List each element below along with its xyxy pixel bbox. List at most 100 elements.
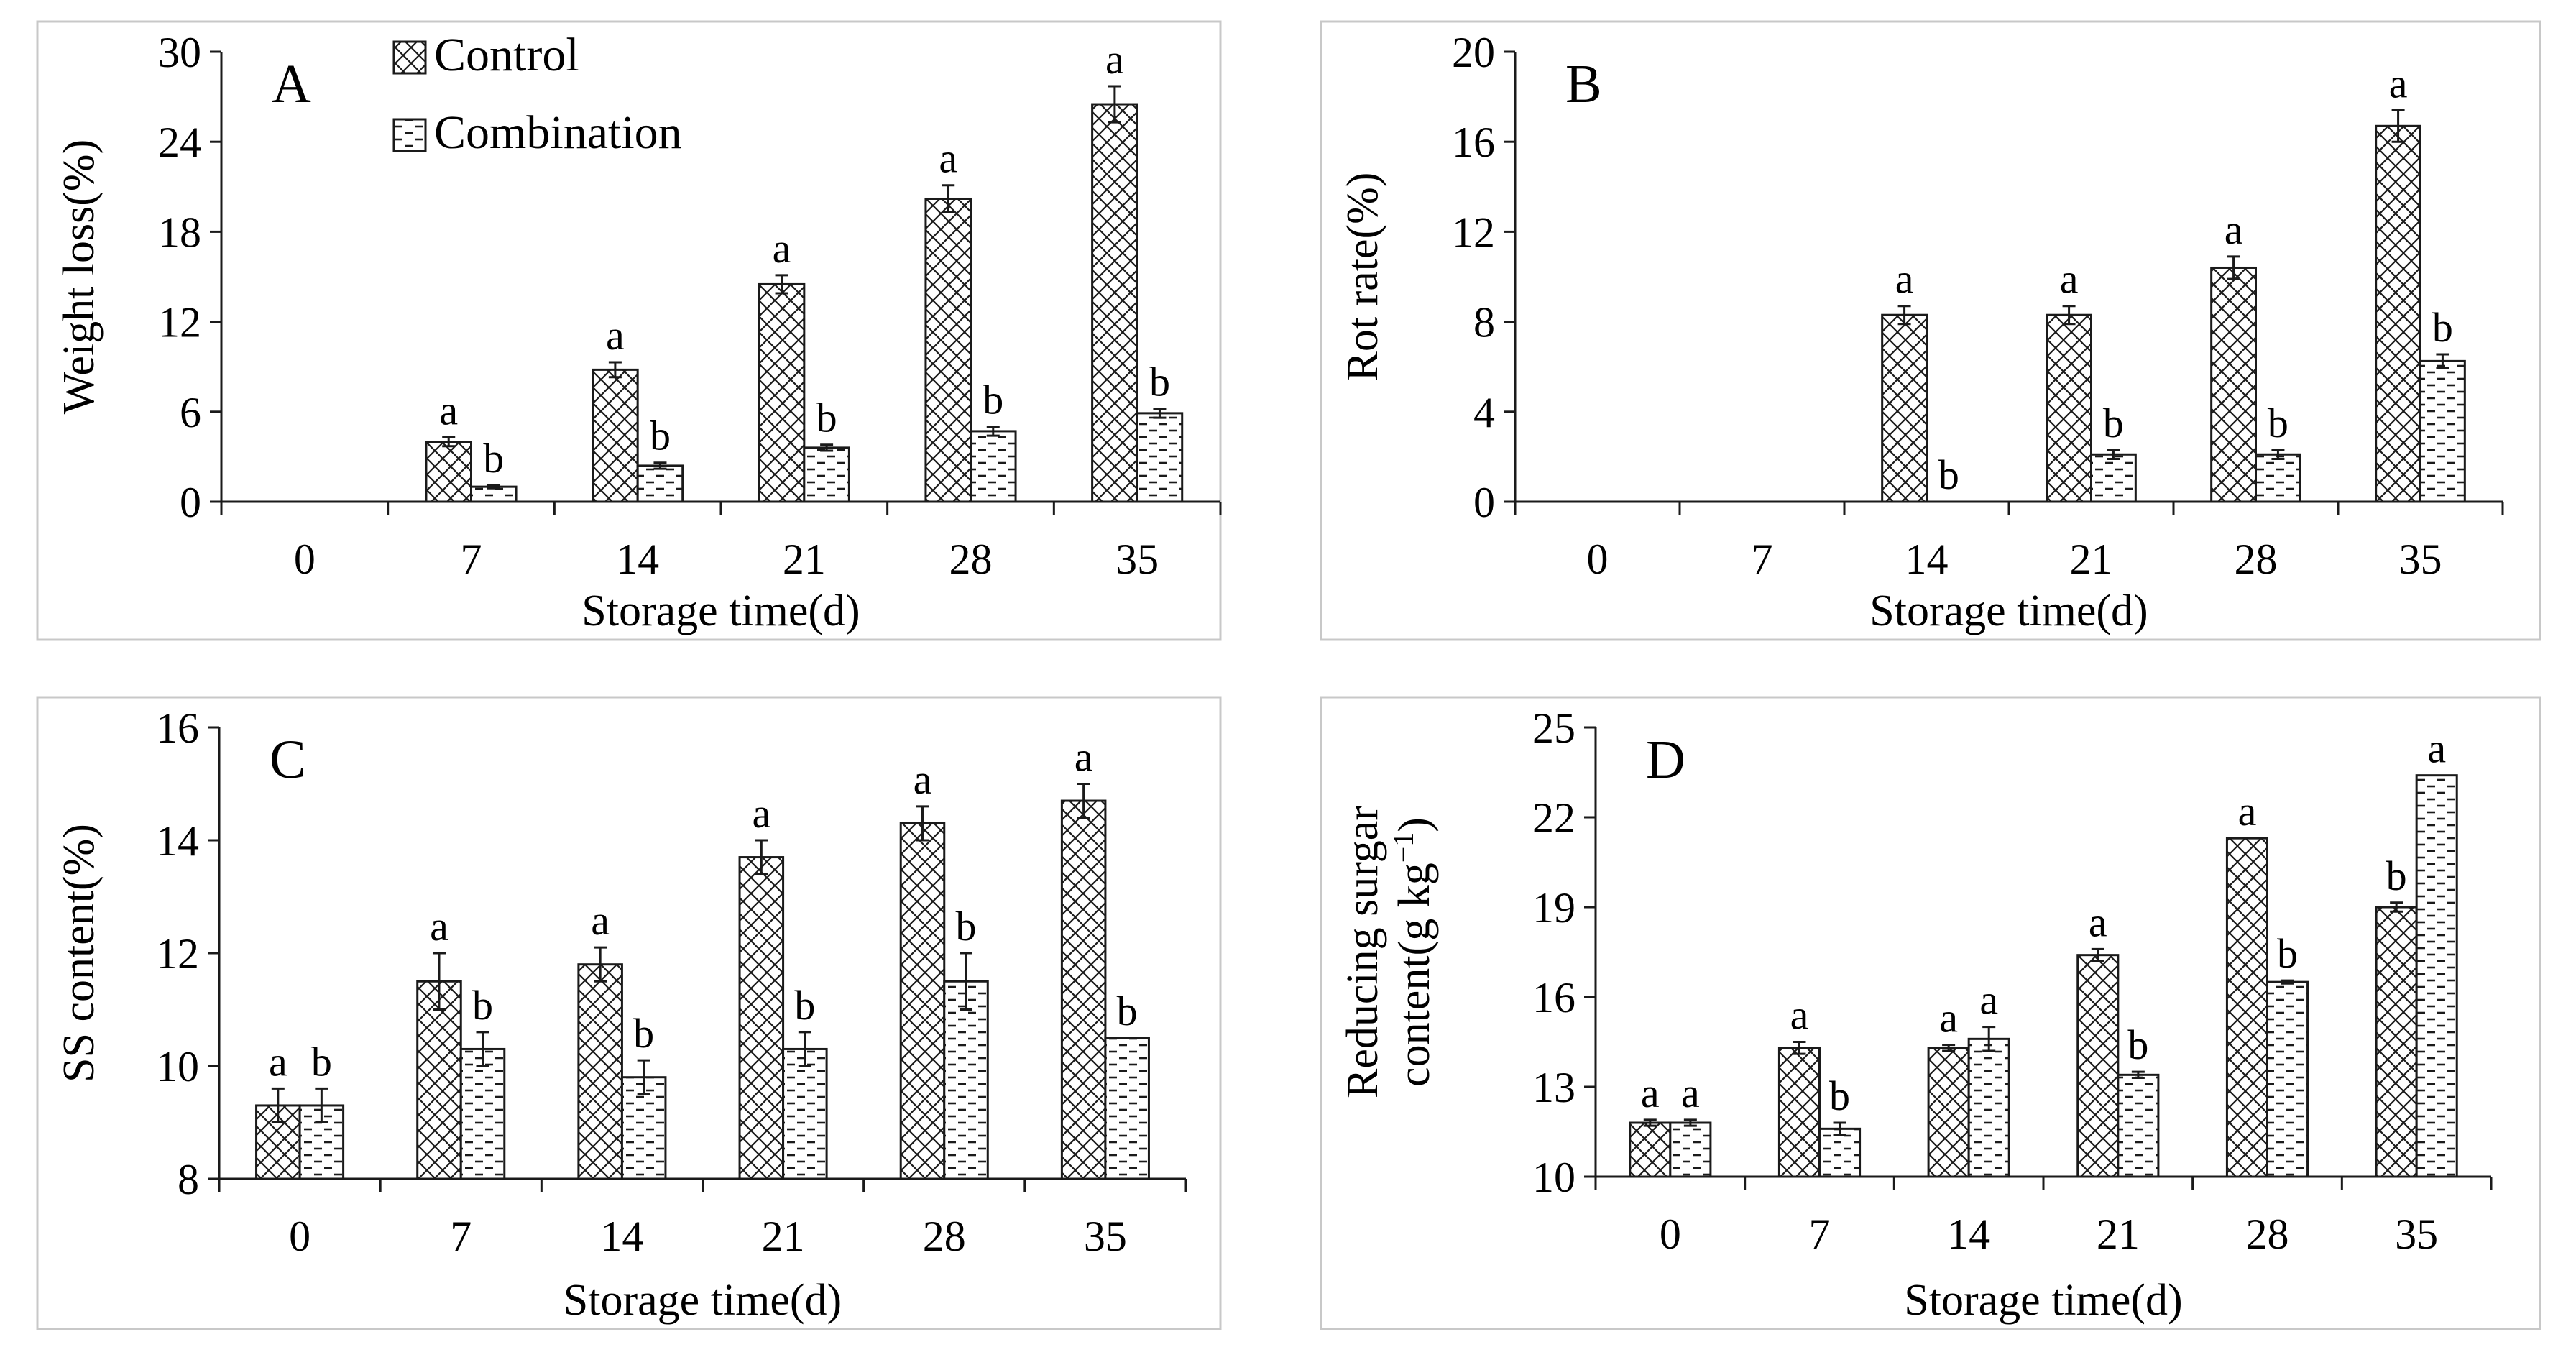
panel-c-bar-control [899, 822, 946, 1180]
panel-c-bar-combination [459, 1047, 506, 1180]
panel-d-significance-label: a [2238, 788, 2257, 835]
panel-a-bar-control [1091, 103, 1138, 503]
panel-c-y-tick-label: 12 [156, 930, 199, 978]
panel-c-significance-label: a [430, 903, 448, 950]
panel-b-error-bar [2391, 109, 2405, 143]
panel-c-significance-label: b [472, 982, 493, 1029]
panel-c-x-tick-label: 35 [1084, 1213, 1127, 1260]
panel-d-bar-control [2375, 906, 2418, 1178]
panel-b-bar-control [2046, 313, 2092, 503]
panel-c-error-bar [315, 1087, 328, 1123]
panel-c-bar-control [416, 980, 462, 1180]
panel-a-bar-combination [970, 430, 1017, 503]
panel-b: 0 4 8 12 16 20 0 7 14 a b 21 a b 28 a b 35 a b B Storage time… [1320, 20, 2542, 641]
panel-c-x-axis-title: Storage time(d) [564, 1276, 842, 1325]
panel-d-x-tick-label: 35 [2395, 1210, 2438, 1258]
panel-b-significance-label: a [2060, 256, 2079, 303]
panel-d-significance-label: a [1790, 992, 1809, 1039]
panel-d-error-bar [1643, 1118, 1657, 1127]
panel-c-significance-label: b [311, 1038, 332, 1085]
panel-c-significance-label: b [633, 1010, 654, 1057]
panel-b-y-tick-label: 12 [1452, 208, 1495, 256]
panel-d-bar-combination [2266, 980, 2309, 1178]
panel-c-error-bar [1077, 783, 1090, 819]
panel-a-y-axis-title: Weight loss(%) [55, 139, 104, 414]
panel-d-bar-combination [1669, 1121, 1712, 1178]
panel-a-significance-label: a [606, 312, 625, 359]
panel-c-y-tick-label: 10 [156, 1043, 199, 1090]
panel-d-y-axis-title-text: content(g kg [1390, 863, 1439, 1087]
panel-b-y-tick-label: 20 [1452, 29, 1495, 76]
panel-d-y-axis-title-close: ) [1390, 817, 1439, 832]
panel-b-x-tick-label: 21 [2070, 536, 2113, 583]
panel-b-bar-combination [2419, 359, 2466, 503]
panel-d-bar-control [1927, 1047, 1970, 1178]
panel-c-significance-label: b [794, 982, 815, 1029]
panel-b-significance-label: b [1938, 451, 1959, 498]
panel-c-bar-combination [1104, 1037, 1150, 1180]
panel-d-x-tick-label: 21 [2097, 1210, 2140, 1258]
panel-a-significance-label: b [650, 413, 671, 459]
panel-c-significance-label: a [269, 1038, 288, 1085]
panel-a-x-tick-label: 28 [949, 536, 993, 583]
panel-d-error-bar [1982, 1026, 1996, 1052]
panel-b-frame [1320, 20, 2542, 641]
panel-d-error-bar [1793, 1041, 1806, 1055]
panel-d-x-tick-label: 0 [1660, 1210, 1681, 1258]
panel-c-error-bar [637, 1059, 650, 1095]
panel-d-bar-control [1777, 1047, 1821, 1178]
panel-d-error-bar [2091, 947, 2104, 962]
panel-b-error-bar [1898, 305, 1911, 326]
legend: Control Combination [392, 29, 682, 159]
panel-a-bar-combination [636, 464, 684, 503]
panel-a-y-tick-label: 12 [158, 299, 201, 346]
panel-b-x-tick-label: 28 [2235, 536, 2278, 583]
panel-c-y-tick-label: 16 [156, 704, 199, 752]
panel-d-error-bar [1942, 1044, 1956, 1052]
panel-d-significance-label: b [2386, 852, 2407, 899]
panel-b-significance-label: b [2268, 400, 2288, 446]
panel-a-x-tick-label: 7 [461, 536, 482, 583]
panel-c-error-bar [271, 1087, 285, 1123]
panel-a-x-tick-label: 21 [783, 536, 826, 583]
panel-d-error-bar [1833, 1121, 1846, 1136]
panel-b-error-bar [2107, 449, 2120, 461]
panel-d-bar-combination [2415, 774, 2458, 1178]
panel-c-bar-control [1060, 799, 1107, 1180]
panel-c-bar-control [738, 856, 785, 1180]
panel-c-x-tick-label: 7 [450, 1213, 472, 1260]
panel-a-significance-label: a [773, 225, 791, 272]
panel-c-error-bar [916, 805, 929, 842]
panel-c-significance-label: a [914, 756, 932, 803]
panel-c-x-tick-label: 21 [762, 1213, 805, 1260]
panel-a-error-bar [775, 274, 788, 295]
panel-a-frame [36, 20, 1222, 641]
panel-d-y-tick-label: 16 [1532, 974, 1576, 1021]
panel-c-error-bar [960, 952, 973, 1011]
panel-b-x-tick-label: 14 [1905, 536, 1949, 583]
panel-b-error-bar [2271, 449, 2285, 461]
panel-b-y-axis-title: Rot rate(%) [1338, 173, 1387, 382]
panel-a-significance-label: b [1149, 359, 1170, 405]
panel-b-bar-combination [2090, 453, 2137, 503]
panel-a-error-bar [487, 484, 500, 490]
panel-d-y-tick-label: 13 [1532, 1064, 1576, 1111]
panel-a-bar-control [758, 282, 806, 503]
panel-c-error-bar [432, 952, 446, 1011]
panel-c-significance-label: a [1075, 734, 1093, 781]
panel-d-bar-combination [1967, 1037, 2010, 1178]
panel-d-significance-label: a [2427, 725, 2446, 772]
panel-d-bar-combination [1818, 1127, 1862, 1178]
panel-d-error-bar [2131, 1070, 2145, 1079]
panel-c-bar-control [577, 963, 623, 1180]
panel-a-y-tick-label: 24 [158, 119, 201, 166]
panel-a-label: A [272, 54, 311, 114]
panel-d-error-bar [2390, 901, 2404, 913]
panel-d-y-axis-title-line2: content(g kg−1) [1387, 817, 1440, 1087]
legend-label-combination: Combination [434, 106, 682, 159]
panel-b-bar-control [2375, 124, 2421, 503]
panel-d-y-axis-title-line1: Reducing surgar [1338, 806, 1387, 1098]
panel-d-bar-control [1629, 1121, 1672, 1178]
